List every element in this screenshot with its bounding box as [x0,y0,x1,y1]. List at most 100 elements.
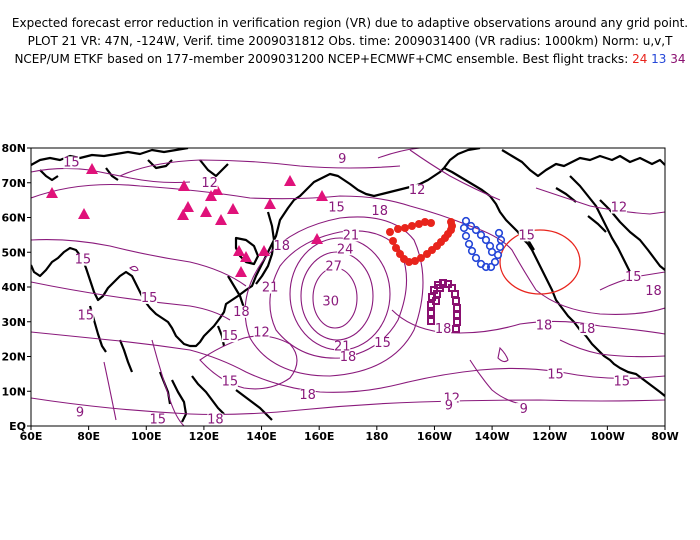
contour-label-bg [74,253,91,266]
track-13-point [461,231,471,241]
track-13-point [486,262,496,272]
track-24-point [394,225,402,233]
track-13-point [496,235,506,245]
contour-label-bg [625,271,642,284]
y-tick-label: 40N [1,281,26,294]
contour-label-bg [371,205,388,218]
contour-label-bg [334,152,351,165]
contour-label: 18 [536,319,553,334]
contour-label: 15 [77,308,94,323]
track-24-point [421,218,429,226]
contour-label: 12 [201,176,218,191]
track-24-point [408,222,416,230]
x-tick-label: 80E [77,430,100,443]
x-tick-label: 100W [590,430,625,443]
flight-track-24 [386,218,456,266]
contour-label: 27 [325,260,342,275]
track-34-point [453,304,461,312]
observation-triangle [177,209,189,220]
header-line-3-prefix: NCEP/UM ETKF based on 177-member 2009031… [14,52,629,66]
track-24-point [386,228,394,236]
x-tick-label: 100E [131,430,161,443]
observation-triangle [284,175,296,186]
observation-triangle [258,245,270,256]
observation-triangle [316,190,328,201]
contour-label: 12 [611,201,628,216]
observation-triangle [240,251,252,262]
contour-label-bg [299,389,316,402]
x-tick-label: 160W [417,430,452,443]
y-tick-label: 30N [1,316,26,329]
track-34-point [451,290,459,298]
contour-label: 12 [253,326,270,341]
contour-label-bg [374,337,391,350]
contour-label: 9 [338,152,346,167]
track-24-point [401,224,409,232]
track-34-point [436,284,444,292]
track-13-point [487,247,497,257]
contour-label-bg [334,340,351,353]
contour-label-bg [71,406,88,419]
contour-lines [31,148,665,426]
track-34-label: 34 [670,52,686,66]
x-tick-label: 160E [304,430,334,443]
track-13-point [495,242,505,252]
contour-label: 18 [371,204,388,219]
contour-label: 15 [63,155,80,170]
track-13-point [467,246,477,256]
contour-label-bg [207,413,224,426]
y-tick-label: 50N [1,246,26,259]
x-tick-label: 80W [651,430,678,443]
track-34-point [453,311,461,319]
contour-label: 24 [337,242,354,257]
contour-label: 18 [299,388,316,403]
contour-label-bg [63,156,80,169]
verification-region-circle [499,229,581,295]
contour-label: 15 [222,329,239,344]
contour-label-bg [515,403,532,416]
observation-triangle [182,201,194,212]
contour-label: 15 [75,253,92,268]
contour-label: 15 [374,336,391,351]
contour-label-bg [221,330,238,343]
contour-label: 15 [222,374,239,389]
contour-label: 9 [520,402,528,417]
y-tick-label: 80N [1,142,26,155]
contour-label-bg [201,177,218,190]
track-13-point [464,239,474,249]
track-34-point [453,318,461,326]
observation-triangle [227,203,239,214]
contour-label: 21 [343,228,360,243]
y-tick-label: 60N [1,212,26,225]
track-13-point [476,230,486,240]
contour-label-bg [337,243,354,256]
contour-label-bg [253,326,270,339]
contour-label-bg [328,201,345,214]
track-13-point [471,253,481,263]
track-13-point [466,221,476,231]
contour-label-bg [645,284,662,297]
observation-triangle [311,233,323,244]
track-24-point [417,254,425,262]
track-24-label: 24 [632,52,648,66]
contour-label: 18 [273,239,290,254]
y-axis-ticks: EQ 10N 20N 30N 40N 50N 60N 70N 80N [1,142,31,433]
observation-triangle [235,266,247,277]
track-13-label: 13 [651,52,667,66]
observation-triangle [178,180,190,191]
x-tick-label: 180 [365,430,388,443]
contour-label: 15 [518,228,535,243]
contour-label-bg [440,399,457,412]
observation-triangle [200,206,212,217]
contour-label: 15 [547,367,564,382]
contour-label: 15 [625,270,642,285]
observation-triangle [86,163,98,174]
contour-label: 30 [322,294,339,309]
x-axis-ticks: 60E 80E 100E 120E 140E 160E 180 160W 140W 120W 100… [20,426,679,443]
contour-label-bg [409,184,426,197]
contour-label: 12 [409,183,426,198]
track-24-point [389,237,397,245]
contour-label-bg [233,305,250,318]
contour-label-bg [342,229,359,242]
contour-label: 18 [233,305,250,320]
